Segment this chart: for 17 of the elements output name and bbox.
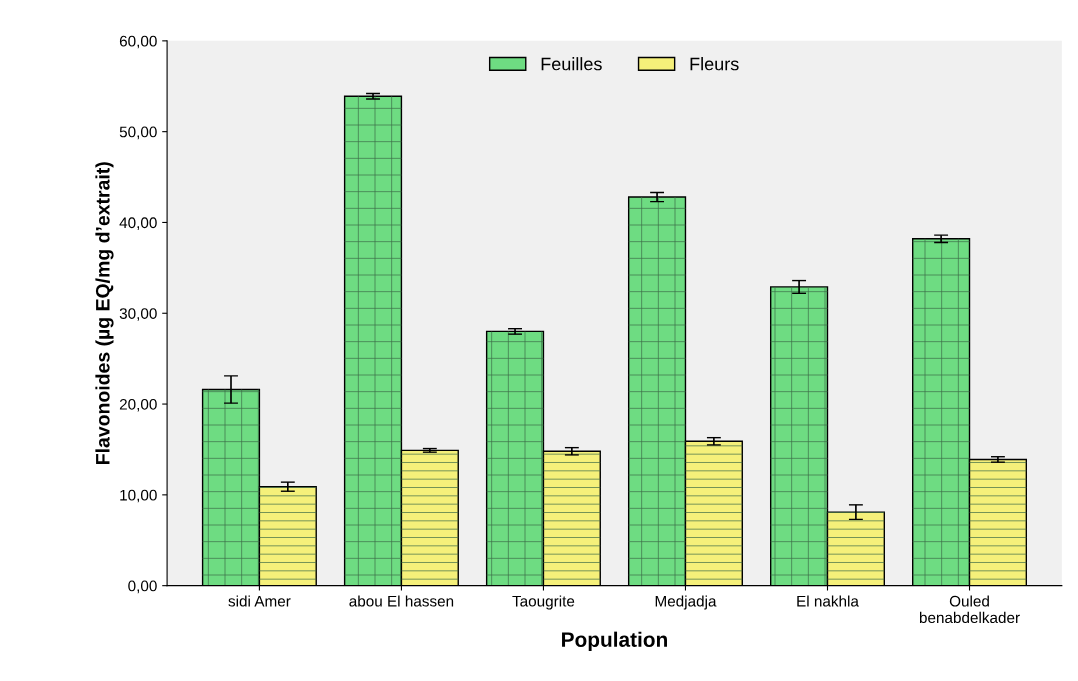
y-tick-label: 50,00 xyxy=(119,126,157,140)
y-axis-title: Flavonoides (µg EQ/mg d’extrait) xyxy=(95,162,114,464)
x-tick-label: Medjadja xyxy=(655,595,717,610)
x-tick-label: Taougrite xyxy=(512,595,575,610)
x-tick-label: abou El hassen xyxy=(349,595,454,607)
x-tick-label: El nakhla xyxy=(797,595,859,607)
y-tick-label: 20,00 xyxy=(119,398,157,412)
x-tick-label: sidi Amer xyxy=(228,595,291,607)
y-tick-label: 40,00 xyxy=(119,217,157,230)
y-tick-label: 60,00 xyxy=(119,35,157,49)
y-tick-label: 10,00 xyxy=(120,489,157,503)
legend-label: Feuilles xyxy=(541,57,602,71)
x-axis-title: Population xyxy=(562,631,667,652)
y-tick-label: 0,00 xyxy=(128,580,157,594)
y-tick-label: 30,00 xyxy=(119,308,157,321)
legend-label: Fleurs xyxy=(690,57,739,71)
x-tick-label: Ouled benabdelkader xyxy=(919,595,1020,624)
